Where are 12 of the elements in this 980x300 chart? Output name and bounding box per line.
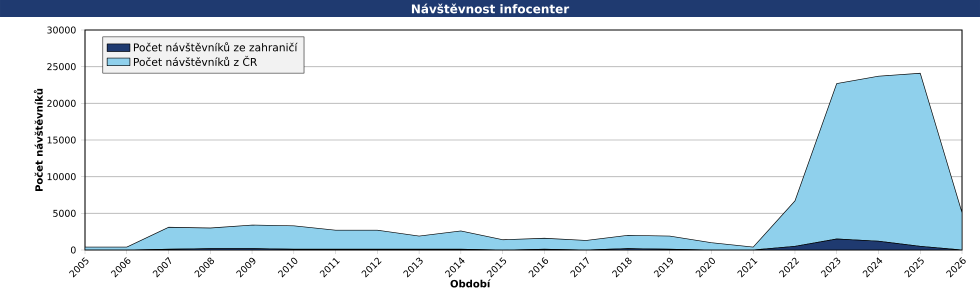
y-tick-label: 25000 (47, 63, 76, 70)
legend-label: Počet návštěvníků ze zahraničí (134, 42, 298, 52)
y-tick-label: 0 (70, 246, 76, 254)
x-axis-title: Období (450, 279, 491, 288)
chart-title: Návštěvnost infocenter (412, 4, 570, 14)
y-tick-label: 15000 (48, 136, 76, 144)
y-tick-label: 5000 (53, 210, 76, 217)
y-tick-label: 20000 (47, 100, 76, 107)
y-axis-title: Počet návštěvníků (34, 88, 43, 192)
y-tick-label: 10000 (48, 173, 76, 180)
legend-label: Počet návštěvníků z ČR (134, 56, 257, 66)
y-tick-label: 30000 (47, 26, 76, 34)
